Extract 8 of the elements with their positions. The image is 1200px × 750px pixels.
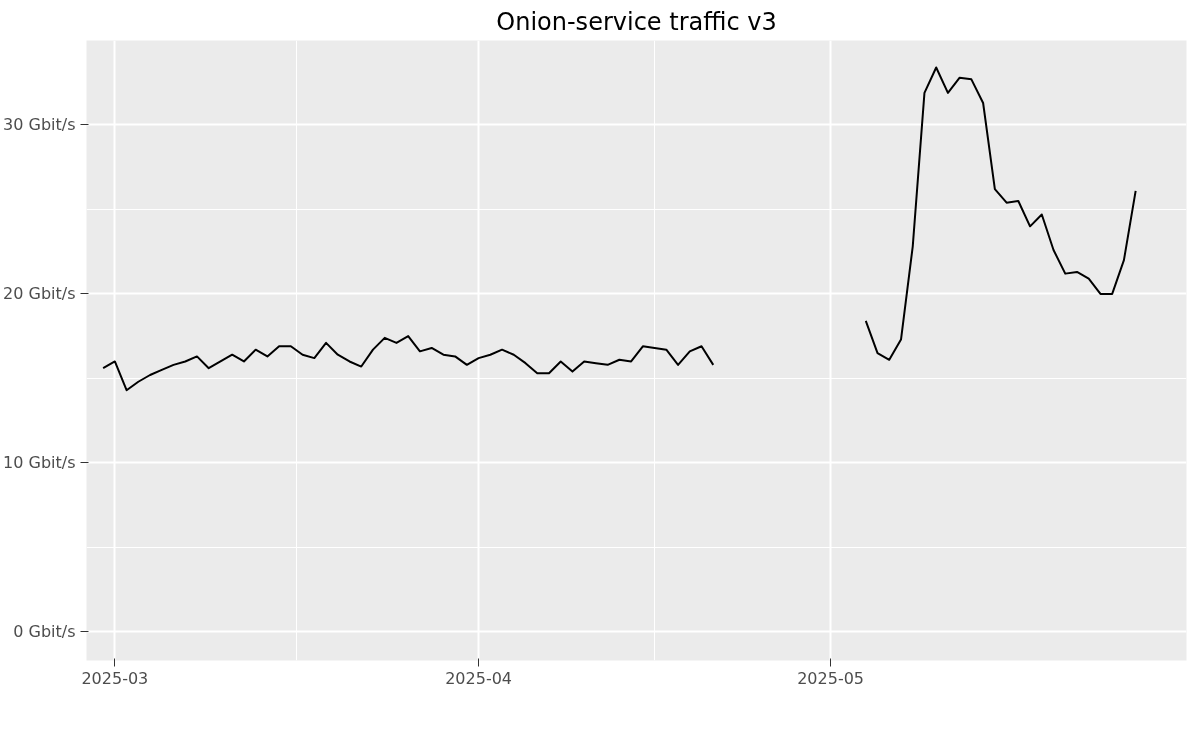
x-tick-label: 2025-03: [81, 668, 149, 688]
y-tick-label: 20 Gbit/s: [3, 284, 76, 304]
y-tick-label: 10 Gbit/s: [3, 453, 76, 473]
y-tick-label: 0 Gbit/s: [13, 622, 76, 642]
x-tick-label: 2025-05: [797, 668, 865, 688]
chart-title: Onion-service traffic v3: [496, 7, 777, 36]
y-tick-label: 30 Gbit/s: [3, 115, 76, 135]
x-tick-label: 2025-04: [445, 668, 513, 688]
